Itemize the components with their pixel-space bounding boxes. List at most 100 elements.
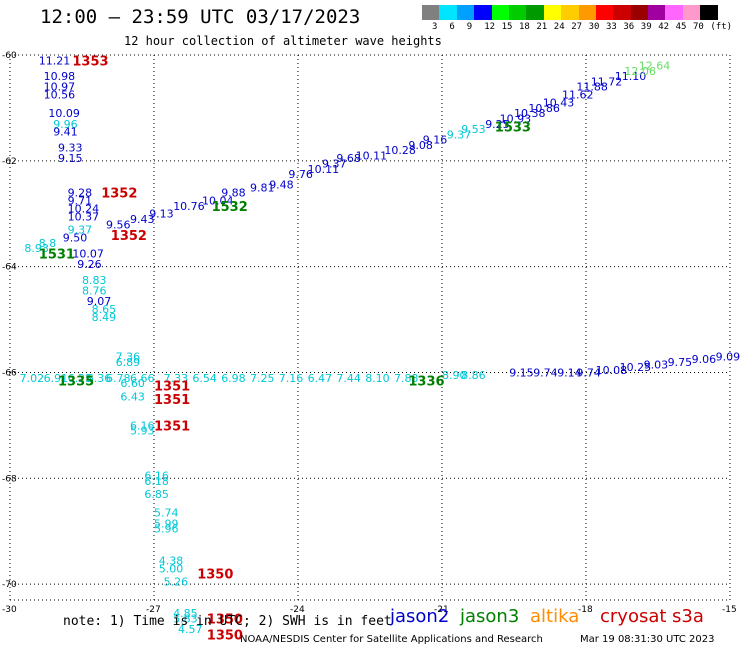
wave-height-label: 9.06: [692, 353, 717, 366]
pass-number-label: 1351: [154, 419, 190, 434]
lat-tick-label: -60: [2, 51, 17, 61]
lat-tick-label: -70: [2, 580, 17, 590]
wave-height-label: 7.44: [336, 372, 361, 385]
wave-height-label: 9.14: [557, 366, 582, 379]
wave-height-label: 6.91: [44, 372, 69, 385]
lon-tick-label: -24: [290, 605, 305, 615]
wave-height-label: 9.37: [447, 128, 472, 141]
wave-height-label: 10.93: [500, 112, 531, 125]
color-scale-label: 6: [449, 22, 455, 32]
wave-height-label: 9.15: [58, 152, 83, 165]
lon-tick-label: -15: [722, 605, 737, 615]
wave-height-label: 11.72: [591, 75, 623, 88]
color-swatch: [665, 5, 683, 20]
wave-height-label: 6.25: [68, 372, 93, 385]
color-swatch: [578, 5, 596, 20]
color-scale-label: 42: [658, 22, 670, 32]
wave-height-label: 8.93: [24, 242, 49, 255]
lat-tick-label: -62: [2, 157, 17, 167]
wave-height-label: 9.16: [423, 134, 448, 147]
color-scale-label: 70: [693, 22, 704, 32]
wave-height-label: 10.04: [202, 195, 234, 208]
wave-height-label: 11.62: [562, 89, 594, 102]
wave-height-label: 9.43: [130, 213, 155, 226]
wave-height-label: 8.65: [92, 303, 117, 316]
color-scale-label: 12: [484, 22, 496, 32]
wave-height-label: 10.98: [44, 70, 76, 83]
wave-height-label: 9.33: [58, 142, 83, 155]
wave-height-label: 7.16: [279, 372, 304, 385]
map-grid: [9, 54, 731, 601]
wave-height-label: 8.83: [82, 274, 107, 287]
wave-height-label: 6.78: [106, 372, 131, 385]
wave-height-label: 6.89: [116, 356, 141, 369]
wave-height-label: 6.16: [144, 470, 169, 483]
wave-height-label: 7.02: [20, 372, 44, 385]
color-scale-label: 27: [571, 22, 583, 32]
wave-height-label: 9.41: [53, 126, 77, 139]
color-swatch: [648, 5, 666, 20]
color-scale-label: 9: [466, 22, 473, 32]
wave-height-label: 11.21: [39, 54, 71, 67]
satellite-legend-cryosat: cryosat: [600, 606, 667, 627]
pass-number-label: 1352: [111, 229, 147, 244]
wave-height-label: 9.03: [644, 359, 669, 372]
satellite-legend-jason2: jason2: [390, 606, 450, 627]
wave-height-label: 6.54: [192, 372, 217, 385]
wave-height-label: 12.64: [639, 60, 671, 73]
wave-height-label: 11.10: [615, 70, 647, 83]
wave-height-label: 9.53: [461, 123, 486, 136]
lon-tick-label: -21: [434, 605, 449, 615]
wave-height-label: 4.57: [178, 623, 203, 636]
wave-height-label: 9.15: [509, 366, 534, 379]
pass-number-label: 1350: [207, 613, 243, 628]
wave-height-label: 10.07: [72, 247, 104, 260]
lat-tick-label: -64: [2, 263, 17, 273]
wave-height-label: 4.38: [159, 554, 184, 567]
wave-height-label: 5.00: [159, 562, 184, 575]
wave-height-label: 8.8: [39, 237, 57, 250]
lon-tick-label: -18: [578, 605, 593, 615]
map-title: 12:00 – 23:59 UTC 03/17/2023: [40, 6, 361, 28]
wave-height-label: 5.99: [154, 517, 179, 530]
wave-height-label: 5.83: [173, 613, 198, 626]
pass-number-label: 1532: [212, 200, 248, 215]
pass-number-label: 1353: [72, 54, 108, 69]
color-scale-label: 24: [553, 22, 565, 32]
wave-height-label: 9.81: [250, 181, 275, 194]
generated-timestamp: Mar 19 08:31:30 UTC 2023: [580, 634, 715, 645]
color-scale-label: 3: [432, 22, 438, 32]
lat-tick-label: -66: [2, 368, 17, 378]
wave-height-label: 9.13: [149, 208, 174, 221]
wave-height-label: 10.43: [543, 97, 575, 110]
color-swatch: [700, 5, 718, 20]
wave-height-label: 6.43: [120, 390, 144, 403]
wave-height-label: 9.71: [68, 195, 93, 208]
color-swatch: [613, 5, 631, 20]
wave-height-label: 10.11: [356, 150, 388, 163]
wave-height-label: 9.26: [77, 258, 102, 271]
color-swatch: [526, 5, 544, 20]
color-swatch: [439, 5, 457, 20]
color-swatch: [543, 5, 562, 20]
wave-height-values: 11.2110.9810.9710.5610.099.969.419.339.1…: [20, 54, 740, 636]
wave-height-label: 9.68: [336, 152, 361, 165]
wave-height-label: 10.76: [173, 200, 205, 213]
wave-height-label: 10.25: [620, 361, 652, 374]
wave-height-label: 9.75: [668, 356, 693, 369]
wave-height-label: 8.10: [365, 372, 390, 385]
wave-height-label: 11.88: [576, 81, 608, 94]
wave-height-label: 5.74: [154, 507, 179, 520]
wave-height-label: 10.38: [514, 107, 546, 120]
wave-height-label: 7.33: [164, 372, 189, 385]
wave-height-label: 9.76: [288, 168, 313, 181]
wave-height-label: 9.28: [68, 187, 93, 200]
satellite-legend-s3a: s3a: [672, 606, 704, 627]
wave-height-label: 10.86: [528, 102, 560, 115]
wave-height-label: 6.18: [144, 475, 169, 488]
wave-height-label: 7.25: [250, 372, 275, 385]
credit-line: NOAA/NESDIS Center for Satellite Applica…: [240, 634, 543, 645]
wave-height-label: 9.88: [221, 187, 246, 200]
wave-height-label: 6.85: [144, 488, 169, 501]
